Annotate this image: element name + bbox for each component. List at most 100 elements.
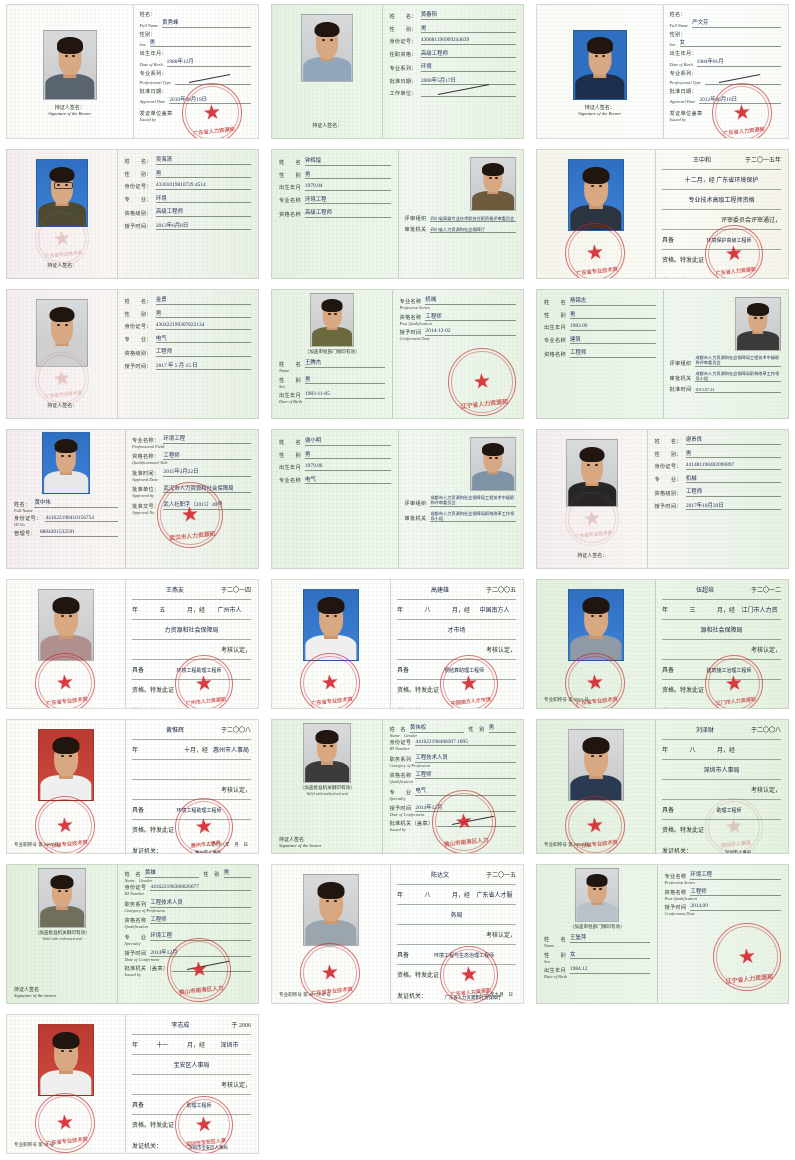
certificate-card[interactable]: 王中和 于二〇一五年 十二月，经 广东省环境保护 专业技术高级工程师资格 评审委…	[536, 149, 789, 279]
field-row: 专 业： 电气	[124, 334, 251, 343]
org-value: 成都市人力资源和社会保障局职称改革工作领导小组	[430, 510, 516, 522]
field-label-cn: 授予时间	[124, 951, 147, 957]
field-label-cn: 专业名称：	[131, 437, 160, 444]
certificate-card[interactable]: （加盖批准机关钢印有效） Valid with authorised seal …	[271, 719, 524, 854]
field-label-cn: 资格名称：	[131, 454, 160, 460]
field-label-en: Conferment Date	[664, 910, 695, 916]
seal-star-icon: ★	[584, 814, 606, 838]
field-value: 2014.09	[690, 903, 781, 911]
field-label: 姓 名：	[124, 158, 152, 165]
field-value: 王腾杰	[304, 358, 386, 368]
org-row: 审批机关 四川省人力资源和社会保障厅	[405, 226, 516, 233]
field-group: 姓名： Full Name 黄秀峰	[140, 11, 251, 28]
field-group: 资格名称 工程师 Post Qualification	[664, 887, 781, 901]
seal-star-icon: ★	[319, 671, 341, 695]
certificate-card[interactable]: 持证人签名： Signature of the Bearer 姓名： Full N…	[6, 4, 259, 139]
field-label-cn: 批准日期：	[669, 88, 697, 95]
certificate-card[interactable]: 伍超培 于二〇一二 年 三 月，经 江门市人力资 源和社会保障局 考核认定， 具…	[536, 579, 789, 709]
field-label: 批准日期：	[389, 79, 417, 85]
field-label-cn: 专 业	[389, 789, 412, 796]
gallery-cell: 姓 名 杨锦志 性 别 男 出生年月 1983.09 专业名称 建筑 资格名称 …	[530, 285, 795, 425]
field-group: 资格名称 工程师 Post Qualification	[399, 312, 516, 326]
field-label: 专 业：	[124, 337, 152, 343]
field-label-en: Date of Birth	[139, 61, 163, 67]
certificate-card[interactable]: （加盖审批部门钢印有效） 姓 名 王腾杰 Name 性 别 男 Sex 出生年月…	[271, 289, 524, 419]
gallery-cell: 持证人签名： 姓 名： 金勇 性 别： 男 身份证号： 430422199307…	[0, 285, 265, 425]
field-label-en: Specialty	[124, 940, 141, 946]
field-group: 出生年月： Date of Birth 1984年01月	[670, 50, 781, 67]
field-value: 441481198402090897	[685, 462, 781, 470]
portrait-photo	[303, 723, 352, 783]
org-value: 成都市人力资源和社会保障局职称改革工作领导小组	[695, 370, 781, 382]
field-value: 工程师	[569, 348, 656, 358]
certificate-card[interactable]: 持证人签名： Signature of the Bearer 姓名： Full N…	[536, 4, 789, 139]
field-label: 姓 名	[544, 299, 566, 306]
portrait-photo	[575, 868, 620, 922]
field-label-en: Issued by	[389, 827, 406, 832]
certificate-card[interactable]: （加盖批准机关钢印有效） Valid with embossed seal 持证…	[6, 864, 259, 1004]
field-value: 441622198468307 1895	[415, 739, 516, 746]
field-row: 授予时间： 2017 年 5 月 15 日	[124, 361, 251, 370]
field-value: 建筑	[569, 335, 656, 344]
certificate-card[interactable]: 姓 名 钟辉煌 性 别 男 出生年月 1979.04 专业名称 环境工程 资格名…	[271, 149, 524, 279]
certificate-card[interactable]: 持证人签名： 姓 名： 金勇 性 别： 男 身份证号： 430422199307…	[6, 289, 259, 419]
certificate-card[interactable]: （加盖审批部门钢印有效） 姓 名 王堡萍 Name 性 别 女 Sex 出生年月…	[536, 864, 789, 1004]
field-value-blank	[420, 89, 516, 97]
field-value: 环境工程	[163, 434, 251, 444]
certificate-card[interactable]: 姓名： 黄中伟 Full Name 身份证号： 4416221984101567…	[6, 429, 259, 569]
field-label: 专 业：	[124, 197, 152, 203]
gallery-cell: 持证人签名： Signature of the Bearer 姓名： Full N…	[530, 0, 795, 145]
certificate-card[interactable]: 持证人签名： 姓 名： 谢贵良 性 别： 男 身份证号： 44148119840…	[536, 429, 789, 569]
narrative-name-line: 伍超培 于二〇一二	[661, 584, 781, 600]
signature-label-cn: 持证人签名：	[47, 264, 78, 269]
field-label: 身份证号：	[654, 463, 682, 470]
field-label-en: Name Gender	[124, 877, 153, 883]
field-label-cn: 性别：	[139, 31, 156, 38]
certificate-card[interactable]: 持证人签名： 姓 名： 黄春阳 性 别： 男 身份证号： 43068119690…	[271, 4, 524, 139]
field-label-en: Profession Series	[399, 304, 430, 310]
certificate-card[interactable]: 李志成 于 2006 年 十一 月，经 深圳市 宝安区人事局 考核认定， 具备 …	[6, 1014, 259, 1154]
narrative-line: 资格。特发此证	[661, 688, 704, 694]
signature-label-cn: 持证人签名	[279, 838, 305, 843]
field-value: 2014-12-02	[425, 328, 516, 336]
field-label: 性 别：	[124, 312, 152, 318]
certificate-card[interactable]: 高建雄 于二〇〇五 年 八 月，经 中国南方人 才市场 考核认定， 具备 预结算…	[271, 579, 524, 709]
certificate-card[interactable]: 姓 名 杨锦志 性 别 男 出生年月 1983.09 专业名称 建筑 资格名称 …	[536, 289, 789, 419]
field-group: 授予时间 2014.09 Conferment Date	[664, 903, 781, 916]
field-group: 身份证号 441622198306026677 ID Number	[124, 884, 251, 896]
certificate-card[interactable]: 黄惟辉 于二〇〇八 年 十月，经 惠州市人事局 考核认定， 具备 环境工程助理工…	[6, 719, 259, 854]
field-label-en: Date of Conferment	[124, 957, 160, 962]
field-label-cn: 资格名称	[399, 315, 422, 321]
narrative-name-line: 刘泽财 于二〇〇八	[661, 724, 781, 740]
field-label-cn: 批准文号：	[131, 503, 160, 510]
certificate-card[interactable]: 陈达文 于二〇一五 年 八 月，经 广东省人才服 务局 考核认定， 具备 环境工…	[271, 864, 524, 1004]
field-value: 钟辉煌	[304, 156, 391, 166]
field-value: 男	[420, 24, 516, 33]
org-row: 审批机关 成都市人力资源和社会保障局职称改革工作领导小组	[405, 510, 516, 522]
field-value: 谢贵良	[685, 435, 781, 445]
field-value: 43301019810729 4514	[155, 182, 251, 190]
certificate-card[interactable]: 持证人签名： 姓 名： 吴海清 性 别： 男 身份证号： 43301019810…	[6, 149, 259, 279]
field-value: 男	[304, 450, 391, 459]
portrait-photo	[37, 729, 94, 801]
field-value: 工程师	[685, 487, 781, 497]
field-label-en: Approval Date	[139, 99, 166, 104]
gallery-cell: 刘泽财 于二〇〇八 年 八 月，经 深圳市人事局 考核认定， 具备 助理工程师 …	[530, 715, 795, 860]
field-value: 工程师	[163, 451, 251, 460]
certificate-card[interactable]: 刘泽财 于二〇〇八 年 八 月，经 深圳市人事局 考核认定， 具备 助理工程师 …	[536, 719, 789, 854]
narrative-line: 年 八 月，经 广东省人才服	[396, 889, 516, 905]
certificate-card[interactable]: 王燕友 于二〇一四 年 五 月，经 广州市人 力资源和社会保障局 考核认定， 具…	[6, 579, 259, 709]
field-label-en: Date of Birth	[279, 398, 303, 404]
seal-star-icon: ★	[471, 370, 493, 394]
narrative-prefix: 于二〇一二	[750, 588, 781, 594]
field-label: 性 别	[279, 173, 301, 179]
field-label: 性 别：	[389, 27, 417, 33]
field-value: 机械	[685, 474, 781, 483]
portrait-photo	[470, 437, 516, 491]
field-label-en: Category of Profession	[124, 907, 166, 913]
field-label-cn: 授予时间	[399, 329, 422, 336]
certificate-card[interactable]: 姓 名 谢小明 性 别 男 出生年月 1979.06 专业名称 电气 评审组织 …	[271, 429, 524, 569]
field-group: 性别： Sex 男	[139, 31, 251, 47]
seal-star-icon: ★	[731, 101, 753, 125]
narrative-name-line: 黄惟辉 于二〇〇八	[131, 724, 251, 740]
